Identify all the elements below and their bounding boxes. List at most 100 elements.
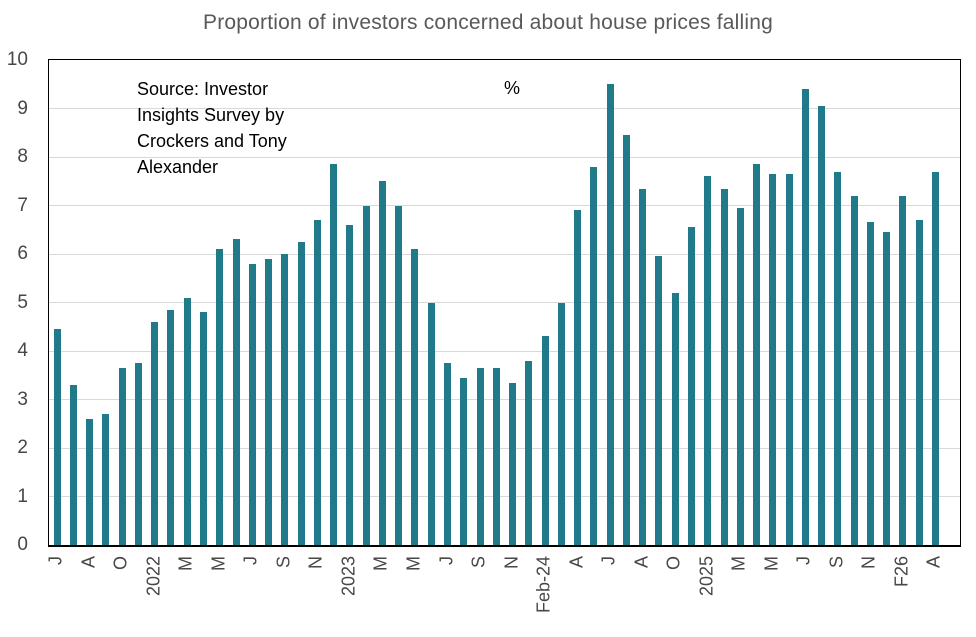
bar-slot: [179, 60, 195, 545]
bar-slot: [944, 60, 960, 545]
y-tick-label: 9: [17, 97, 28, 119]
x-tick-slot: A: [924, 549, 944, 635]
bar: [151, 321, 159, 545]
y-axis: 0 1 2 3 4 5 6 7 8 9 10: [0, 0, 34, 637]
bar: [86, 418, 94, 545]
bar: [53, 329, 61, 545]
bar-slot: [879, 60, 895, 545]
x-tick-slot: A: [78, 549, 98, 635]
bar-slot: [439, 60, 455, 545]
bar: [899, 195, 907, 545]
x-tick-slot: J: [599, 549, 619, 635]
x-tick-slot: N: [306, 549, 326, 635]
x-tick-slot: M: [729, 549, 749, 635]
y-tick-label: 1: [17, 485, 28, 507]
bar-slot: [342, 60, 358, 545]
gridline: [49, 156, 960, 158]
x-tick-slot: N: [859, 549, 879, 635]
bar: [167, 309, 175, 545]
bar: [655, 256, 663, 545]
bar-slot: [293, 60, 309, 545]
y-tick-label: 4: [17, 340, 28, 361]
gridline: [49, 253, 960, 255]
x-tick-slot: M: [403, 549, 423, 635]
bar: [785, 173, 793, 545]
gridline: [49, 350, 960, 352]
bar-slot: [651, 60, 667, 545]
bar: [915, 220, 923, 545]
bar-slot: [716, 60, 732, 545]
gridline: [49, 205, 960, 206]
x-tick-slot: 2025: [696, 549, 716, 635]
bar-slot: [195, 60, 211, 545]
bar: [248, 263, 256, 545]
bar-slot: [797, 60, 813, 545]
bar-slot: [927, 60, 943, 545]
bar: [183, 297, 191, 545]
x-tick-slot: M: [208, 549, 228, 635]
x-tick-slot: 2023: [338, 549, 358, 635]
x-tick-slot: M: [761, 549, 781, 635]
x-tick-slot: N: [501, 549, 521, 635]
bar-slot: [358, 60, 374, 545]
bar: [736, 207, 744, 545]
bar: [460, 377, 468, 545]
x-tick-slot: J: [241, 549, 261, 635]
bar: [265, 258, 273, 545]
bar: [134, 363, 142, 545]
x-tick-slot: O: [664, 549, 684, 635]
bar: [720, 188, 728, 545]
bar-slot: [228, 60, 244, 545]
bar-slot: [602, 60, 618, 545]
bar-slot: [82, 60, 98, 545]
bar-slot: [586, 60, 602, 545]
bar: [232, 239, 240, 545]
bar-slot: [635, 60, 651, 545]
bar: [69, 384, 77, 545]
bar-slot: [260, 60, 276, 545]
bar: [476, 367, 484, 545]
bar-slot: [553, 60, 569, 545]
bar: [444, 363, 451, 545]
x-tick-slot: F26: [891, 549, 911, 635]
bar: [362, 205, 370, 545]
bar: [427, 302, 435, 545]
bar-slot: [667, 60, 683, 545]
bar: [297, 241, 305, 545]
x-tick-slot: S: [826, 549, 846, 635]
bar: [411, 249, 419, 545]
bar-slot: [65, 60, 81, 545]
gridline: [49, 302, 960, 303]
bar: [102, 414, 110, 545]
x-tick-slot: O: [111, 549, 131, 635]
bar: [200, 312, 208, 545]
bar: [606, 84, 614, 545]
percent-axis-label: %: [504, 78, 521, 98]
bar-slot: [49, 60, 65, 545]
bar: [330, 164, 338, 545]
bar: [834, 171, 842, 545]
bar-slot: [732, 60, 748, 545]
gridline: [49, 399, 960, 400]
bar: [687, 227, 695, 545]
bar: [850, 195, 858, 545]
bar-slot: [147, 60, 163, 545]
bar: [866, 222, 874, 545]
x-tick-slot: J: [436, 549, 456, 635]
gridline: [49, 447, 960, 449]
bar-slot: [700, 60, 716, 545]
source-note: Source: Investor Insights Survey by Croc…: [137, 79, 287, 177]
bar-slot: [277, 60, 293, 545]
bar-slot: [472, 60, 488, 545]
bar-slot: [781, 60, 797, 545]
bar-slot: [391, 60, 407, 545]
bar: [590, 166, 598, 545]
bar-slot: [862, 60, 878, 545]
bar: [753, 164, 761, 545]
x-tick-slot: M: [176, 549, 196, 635]
bar-slot: [570, 60, 586, 545]
x-tick-slot: J: [46, 549, 66, 635]
bar: [118, 367, 126, 545]
bar-slot: [374, 60, 390, 545]
x-tick-slot: S: [469, 549, 489, 635]
